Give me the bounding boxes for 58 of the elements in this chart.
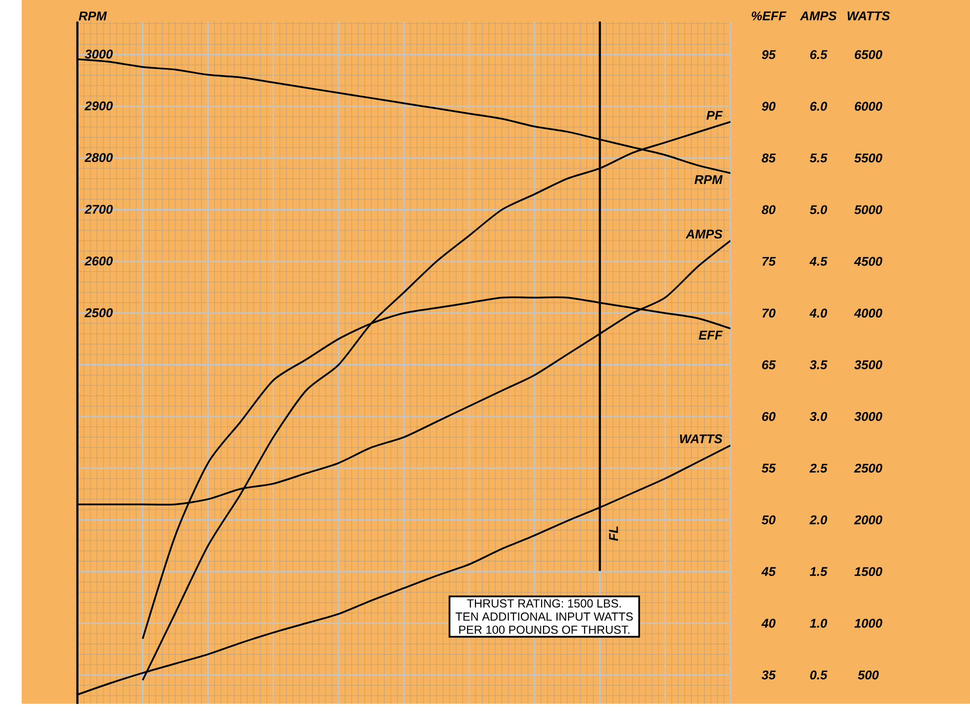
annotation: PER 100 POUNDS OF THRUST. — [459, 626, 630, 634]
y3-tick-label: 5.5 — [810, 154, 828, 163]
text: 3500 — [854, 360, 882, 370]
y3-tick-label: 4.5 — [809, 257, 828, 266]
y2-tick-label: 70 — [762, 308, 776, 318]
series-label: AMPS — [686, 230, 722, 239]
text: 5500 — [854, 154, 882, 163]
y3-tick-label: 6.5 — [810, 50, 828, 60]
series-label: WATTS — [680, 434, 722, 444]
y2-tick-label: 55 — [762, 464, 776, 473]
y-axis-title: RPM — [78, 12, 107, 21]
text: 4000 — [854, 308, 882, 318]
text: 5000 — [854, 205, 882, 214]
series-label: EFF — [698, 330, 723, 340]
annotation: TEN ADDITIONAL INPUT WATTS — [456, 612, 633, 621]
series-label: RPM — [694, 175, 723, 184]
text: 2000 — [854, 516, 882, 525]
y2-axis-title: %EFF — [752, 12, 786, 21]
y3-tick-label: 3.5 — [810, 360, 828, 370]
y-tick-label: 2700 — [84, 205, 113, 214]
y2-tick-label: 50 — [762, 516, 776, 525]
series-label: PF — [706, 111, 723, 120]
annotation: FL — [609, 526, 618, 542]
y-tick-label: 3000 — [84, 50, 113, 59]
y3-tick-label: 2.0 — [809, 516, 828, 525]
y3-tick-label: 1.0 — [810, 618, 828, 628]
text: 2500 — [854, 464, 882, 473]
y3-tick-label: 3.0 — [810, 412, 828, 422]
y2-tick-label: 80 — [762, 205, 776, 214]
text: 4500 — [854, 257, 882, 266]
annotation: THRUST RATING: 1500 LBS. — [467, 599, 621, 608]
text: 1500 — [854, 567, 882, 576]
y-tick-label: 2600 — [84, 256, 113, 266]
text: 6500 — [854, 50, 882, 60]
y3-tick-label: 4.0 — [809, 308, 828, 318]
y2-tick-label: 95 — [762, 50, 776, 60]
y2-tick-label: 75 — [762, 257, 776, 266]
y2-tick-label: 40 — [761, 618, 776, 628]
y3-tick-label: 6.0 — [810, 102, 828, 111]
y3-tick-label: 1.5 — [810, 567, 828, 576]
text: 6000 — [854, 102, 882, 111]
y2-tick-label: 35 — [762, 670, 776, 680]
text: 1000 — [854, 618, 882, 628]
y-tick-label: 2500 — [84, 308, 113, 318]
y3-tick-label: 0.5 — [810, 670, 828, 680]
text: WATTS — [848, 12, 890, 21]
y2-tick-label: 60 — [762, 412, 776, 422]
y2-tick-label: 45 — [761, 567, 776, 576]
y3-tick-label: 2.5 — [809, 464, 828, 473]
y2-tick-label: 85 — [762, 154, 776, 163]
y3-axis-title: AMPS — [800, 12, 837, 21]
y2-tick-label: 65 — [762, 360, 776, 370]
y2-tick-label: 90 — [762, 102, 776, 111]
y-tick-label: 2900 — [84, 102, 113, 110]
y-tick-label: 2800 — [84, 153, 113, 162]
text: 3000 — [854, 412, 882, 422]
text: 500 — [858, 670, 879, 680]
y3-tick-label: 5.0 — [810, 205, 828, 214]
